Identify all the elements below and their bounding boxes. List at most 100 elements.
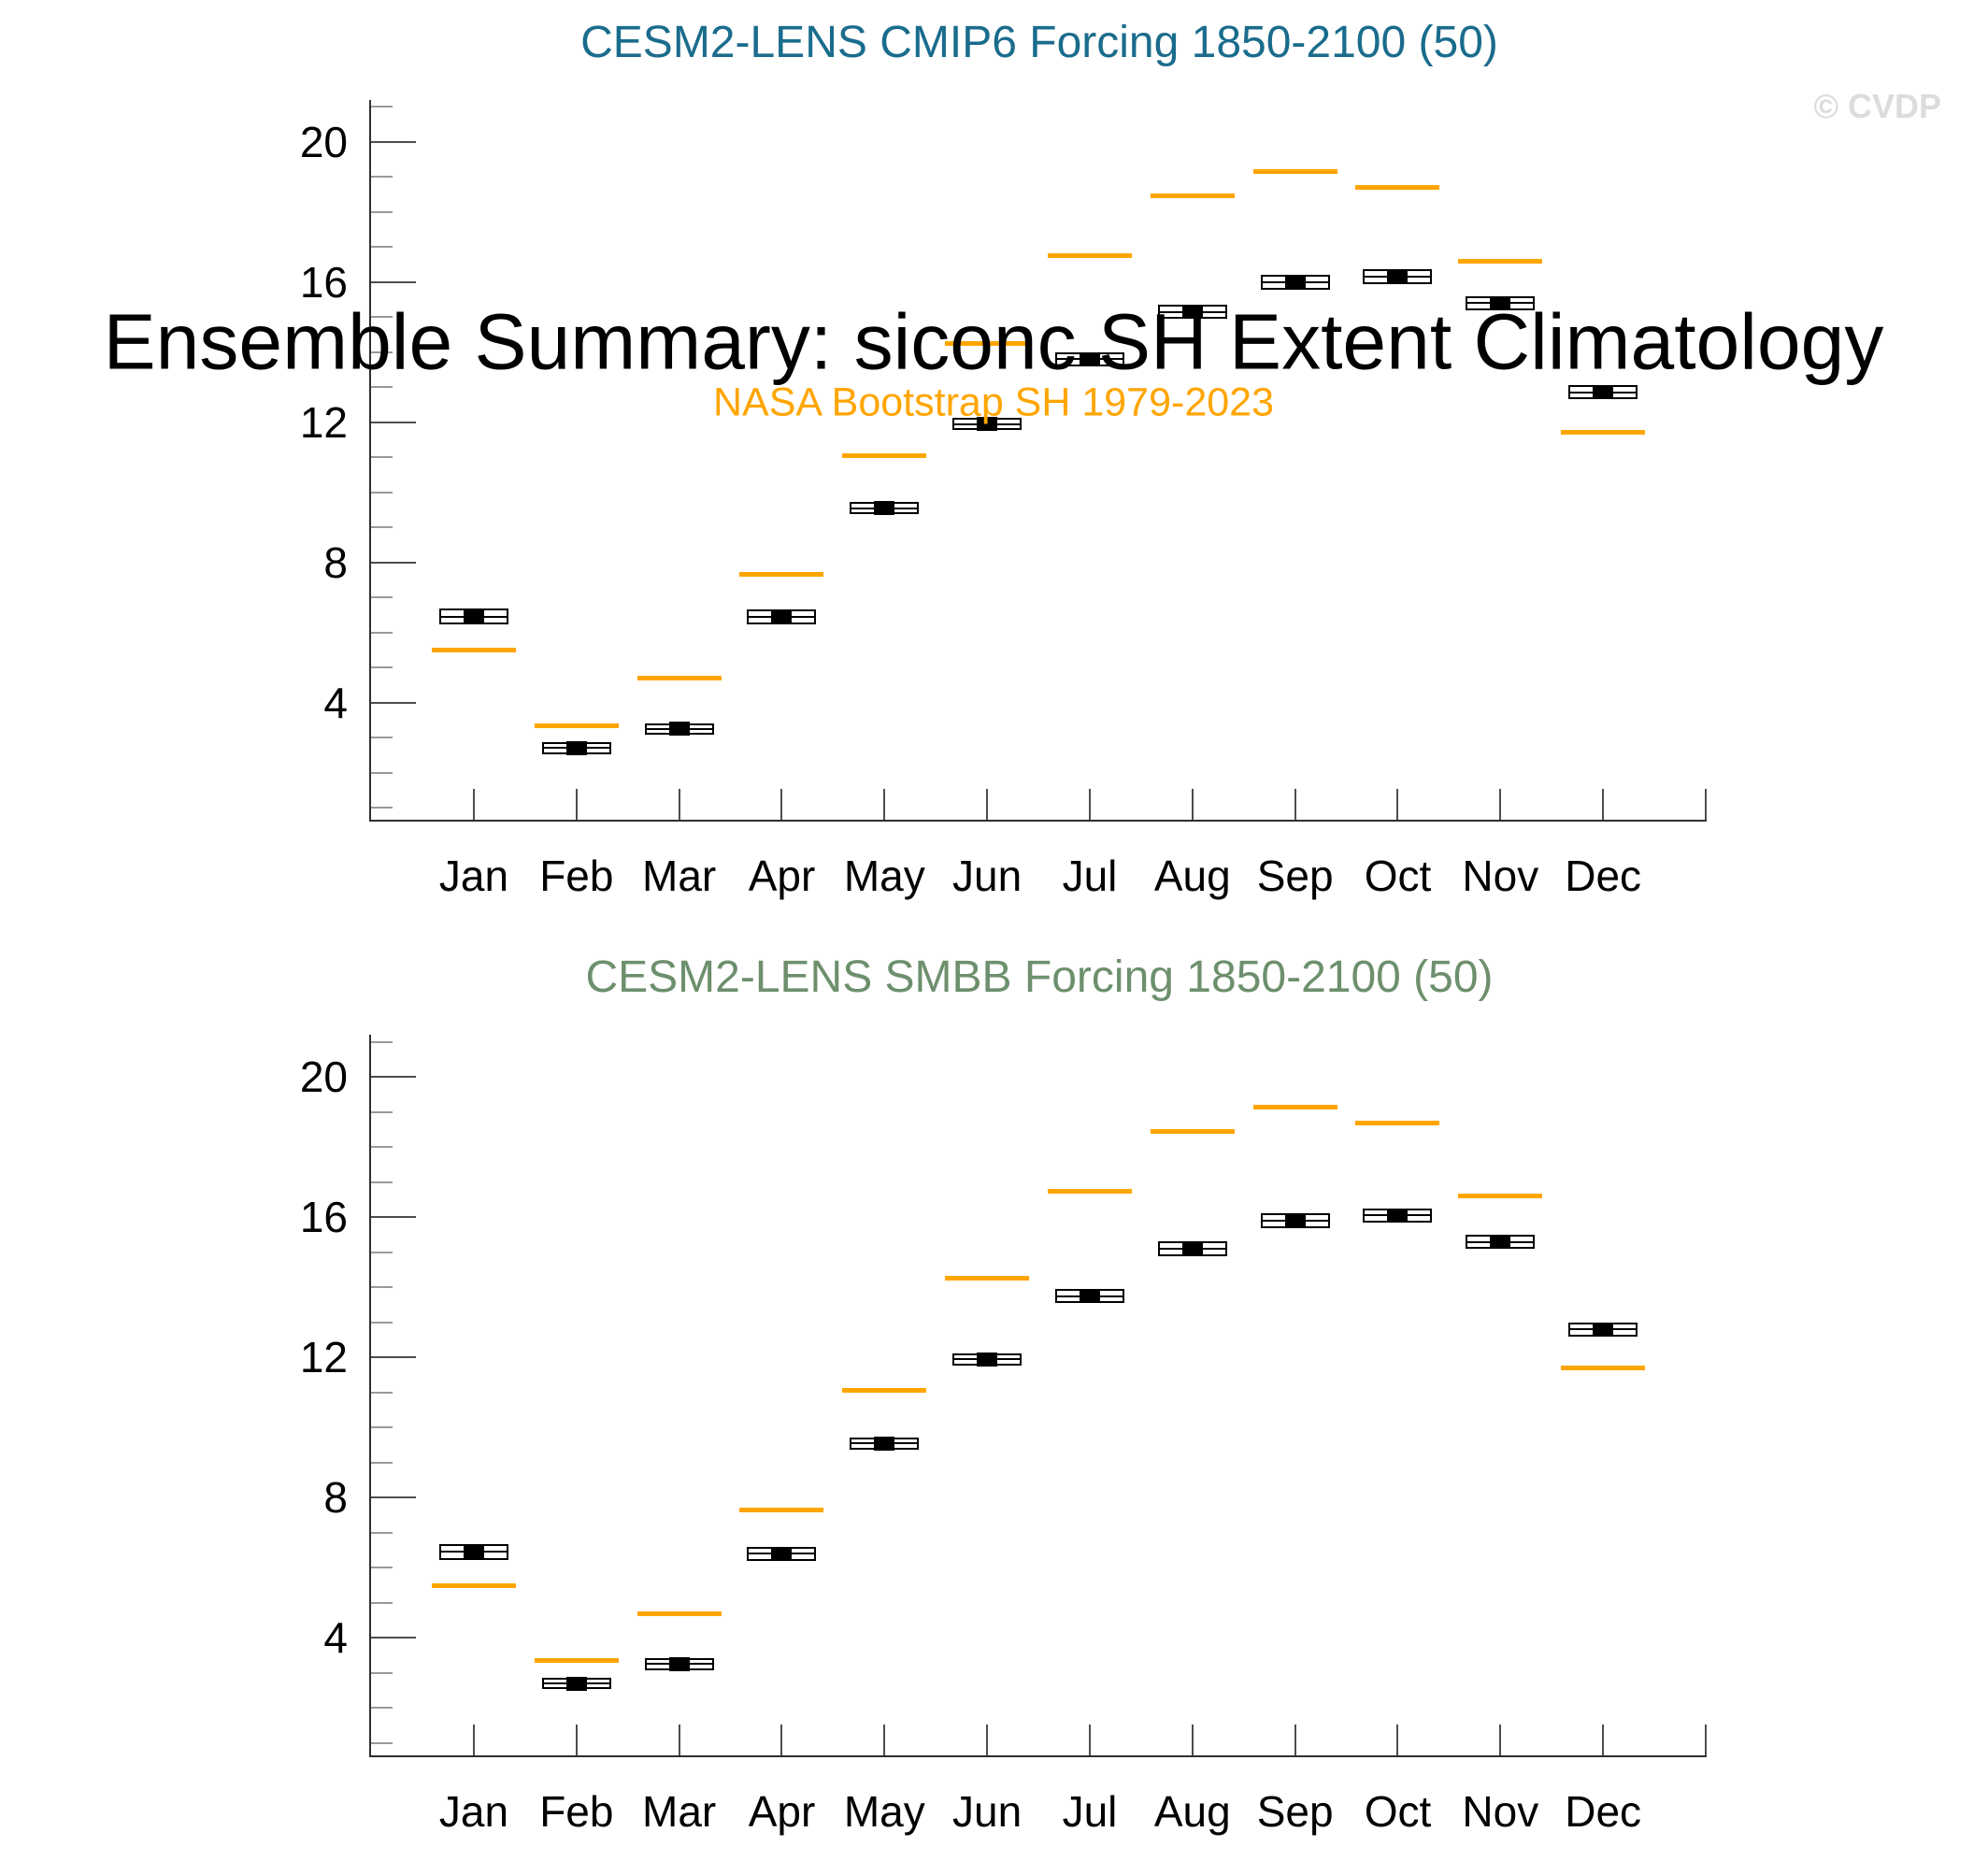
x-month-tick (1088, 789, 1091, 821)
y-minor-tick (371, 246, 393, 249)
y-minor-tick (371, 1391, 393, 1394)
y-minor-tick (371, 491, 393, 494)
obs-line (1252, 169, 1337, 175)
ensemble-mean-dash (1387, 1208, 1409, 1223)
ensemble-mean-dash (874, 1436, 895, 1451)
month-label: Dec (1565, 1787, 1642, 1836)
y-major-tick (371, 1496, 416, 1499)
y-minor-tick (371, 1110, 393, 1113)
y-minor-tick (371, 1181, 393, 1183)
obs-line (432, 647, 516, 652)
y-minor-tick (371, 1286, 393, 1289)
cvdp-watermark: © CVDP (1813, 87, 1941, 125)
x-month-tick (1191, 1724, 1194, 1755)
y-minor-tick (371, 386, 393, 389)
x-axis-line (369, 820, 1707, 823)
month-label: Sep (1256, 1787, 1334, 1836)
x-month-tick (986, 1724, 989, 1755)
y-tick-label: 16 (299, 257, 348, 307)
obs-subtitle: NASA Bootstrap SH 1979-2023 (713, 379, 1274, 425)
main-title: Ensemble Summary: siconc SH Extent Clima… (103, 297, 1884, 386)
x-month-tick (883, 1724, 886, 1755)
y-minor-tick (371, 1567, 393, 1569)
obs-line (739, 572, 824, 578)
month-label: Nov (1462, 852, 1539, 900)
y-tick-label: 12 (299, 397, 348, 447)
month-label: Jan (438, 1787, 509, 1836)
obs-line (945, 1276, 1030, 1281)
month-label: Oct (1364, 852, 1432, 900)
x-month-tick (1396, 789, 1399, 821)
month-label: May (843, 852, 925, 900)
ensemble-mean-dash (1593, 385, 1614, 400)
y-tick-label: 20 (299, 1052, 348, 1102)
ensemble-mean-dash (1181, 1241, 1203, 1256)
y-minor-tick (371, 1321, 393, 1324)
y-major-tick (371, 280, 416, 283)
month-label: May (843, 1787, 925, 1836)
y-axis-line (369, 1035, 371, 1755)
y-minor-tick (371, 106, 393, 108)
obs-line (1252, 1104, 1337, 1109)
month-label: Sep (1256, 852, 1334, 900)
y-minor-tick (371, 666, 393, 669)
y-minor-tick (371, 1426, 393, 1429)
y-minor-tick (371, 1251, 393, 1253)
y-minor-tick (371, 351, 393, 353)
y-minor-tick (371, 1707, 393, 1710)
month-label: Oct (1364, 1787, 1432, 1836)
obs-line (534, 1658, 619, 1664)
y-minor-tick (371, 771, 393, 774)
panel-title-smbb: CESM2-LENS SMBB Forcing 1850-2100 (50) (585, 952, 1494, 1002)
x-month-tick (1191, 789, 1194, 821)
y-minor-tick (371, 631, 393, 634)
obs-line (534, 723, 619, 728)
ensemble-mean-dash (464, 609, 484, 624)
y-tick-label: 4 (323, 678, 348, 727)
month-label: Jul (1062, 852, 1118, 900)
month-label: Apr (748, 1787, 816, 1836)
ensemble-mean-dash (1490, 1235, 1511, 1250)
x-month-tick (1602, 789, 1605, 821)
month-label: Jun (952, 1787, 1023, 1836)
x-month-tick (780, 1724, 783, 1755)
month-label: Dec (1565, 852, 1642, 900)
ensemble-mean-dash (874, 501, 895, 516)
y-tick-label: 16 (299, 1193, 348, 1242)
y-minor-tick (371, 1671, 393, 1674)
y-major-tick (371, 421, 416, 423)
x-month-tick (678, 1724, 680, 1755)
y-minor-tick (371, 210, 393, 213)
x-month-tick (780, 789, 783, 821)
x-month-tick (1088, 1724, 1091, 1755)
y-minor-tick (371, 316, 393, 319)
y-tick-label: 8 (323, 1473, 348, 1523)
month-label: Apr (748, 852, 816, 900)
x-month-tick (1294, 1724, 1296, 1755)
obs-line (1458, 258, 1543, 264)
ensemble-mean-dash (668, 722, 690, 737)
month-label: Feb (539, 1787, 614, 1836)
x-month-tick (473, 1724, 475, 1755)
y-major-tick (371, 1637, 416, 1639)
y-tick-label: 12 (299, 1333, 348, 1382)
y-minor-tick (371, 526, 393, 529)
month-label: Feb (539, 852, 614, 900)
x-month-tick (1294, 789, 1296, 821)
month-label: Mar (642, 1787, 717, 1836)
obs-line (842, 1388, 927, 1394)
y-axis-line (369, 99, 371, 821)
y-tick-label: 20 (299, 117, 348, 166)
y-minor-tick (371, 1040, 393, 1043)
ensemble-mean-dash (668, 1656, 690, 1671)
y-minor-tick (371, 1461, 393, 1464)
y-minor-tick (371, 596, 393, 599)
ensemble-mean-dash (977, 1352, 998, 1367)
month-label: Jan (438, 852, 509, 900)
x-month-tick (678, 789, 680, 821)
x-month-tick (1499, 789, 1502, 821)
obs-line (1150, 1128, 1235, 1134)
ensemble-mean-dash (771, 609, 793, 624)
y-major-tick (371, 1216, 416, 1219)
